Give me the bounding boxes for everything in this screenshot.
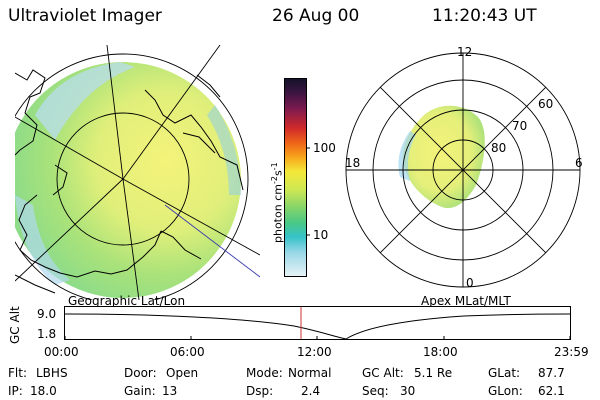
instrument-title: Ultraviolet Imager bbox=[8, 6, 162, 26]
status-glon-value: 62.1 bbox=[538, 384, 565, 398]
lat-lon-grid bbox=[15, 45, 260, 300]
colorbar-tick-10: 10 bbox=[313, 228, 329, 242]
status-glon-label: GLon: bbox=[488, 384, 523, 398]
left-image-disc bbox=[15, 62, 241, 298]
time-tick-1800: 18:00 bbox=[423, 345, 458, 359]
status-door-label: Door: bbox=[124, 366, 157, 380]
status-dsp-value: 2.4 bbox=[301, 384, 321, 398]
left-speckle-edge bbox=[35, 62, 135, 140]
apex-grid bbox=[345, 52, 581, 288]
status-glat-label: GLat: bbox=[488, 366, 521, 380]
status-flt-value: LBHS bbox=[36, 366, 68, 380]
colorbar-label: photon cm-2s-1 bbox=[270, 162, 285, 243]
alt-tick-1-8: 1.8 bbox=[37, 327, 57, 341]
coastlines bbox=[15, 69, 244, 294]
lat-label-60: 60 bbox=[538, 97, 554, 111]
status-gain-value: 13 bbox=[162, 384, 178, 398]
time-tick-0600: 06:00 bbox=[170, 345, 205, 359]
status-dsp-label: Dsp: bbox=[246, 384, 274, 398]
colorbar bbox=[284, 78, 310, 277]
altitude-curve bbox=[64, 313, 571, 340]
mlt-label-18: 18 bbox=[345, 156, 361, 170]
status-mode-value: Normal bbox=[288, 366, 332, 380]
time-tick-1200: 12:00 bbox=[297, 345, 332, 359]
status-gcalt-label: GC Alt: bbox=[362, 366, 404, 380]
status-mode-label: Mode: bbox=[246, 366, 283, 380]
status-seq-label: Seq: bbox=[362, 384, 389, 398]
mlt-label-6: 6 bbox=[575, 156, 583, 170]
time-tick-0000: 00:00 bbox=[44, 345, 79, 359]
status-glat-value: 87.7 bbox=[538, 366, 565, 380]
time-tick-2359: 23:59 bbox=[554, 345, 589, 359]
status-ip-value: 18.0 bbox=[30, 384, 57, 398]
lat-label-70: 70 bbox=[512, 119, 528, 133]
status-seq-value: 30 bbox=[400, 384, 416, 398]
mlt-label-12: 12 bbox=[457, 45, 473, 59]
altitude-ylabel: GC Alt bbox=[8, 306, 22, 344]
status-door-value: Open bbox=[166, 366, 199, 380]
geographic-map bbox=[15, 45, 260, 300]
alt-tick-9: 9.0 bbox=[37, 307, 57, 321]
status-gain-label: Gain: bbox=[124, 384, 156, 398]
apex-polar-plot bbox=[345, 52, 581, 288]
date-label: 26 Aug 00 bbox=[272, 6, 360, 26]
lat-label-80: 80 bbox=[491, 141, 507, 155]
colorbar-tick-100: 100 bbox=[313, 141, 336, 155]
status-gcalt-value: 5.1 Re bbox=[414, 366, 453, 380]
time-label: 11:20:43 UT bbox=[432, 6, 537, 26]
apex-caption: Apex MLat/MLT bbox=[421, 294, 511, 308]
status-flt-label: Flt: bbox=[8, 366, 27, 380]
mlt-label-0: 0 bbox=[466, 276, 474, 290]
altitude-plot bbox=[64, 306, 571, 340]
geographic-caption: Geographic Lat/Lon bbox=[68, 294, 186, 308]
status-ip-label: IP: bbox=[8, 384, 23, 398]
apex-image-blob bbox=[403, 105, 485, 209]
